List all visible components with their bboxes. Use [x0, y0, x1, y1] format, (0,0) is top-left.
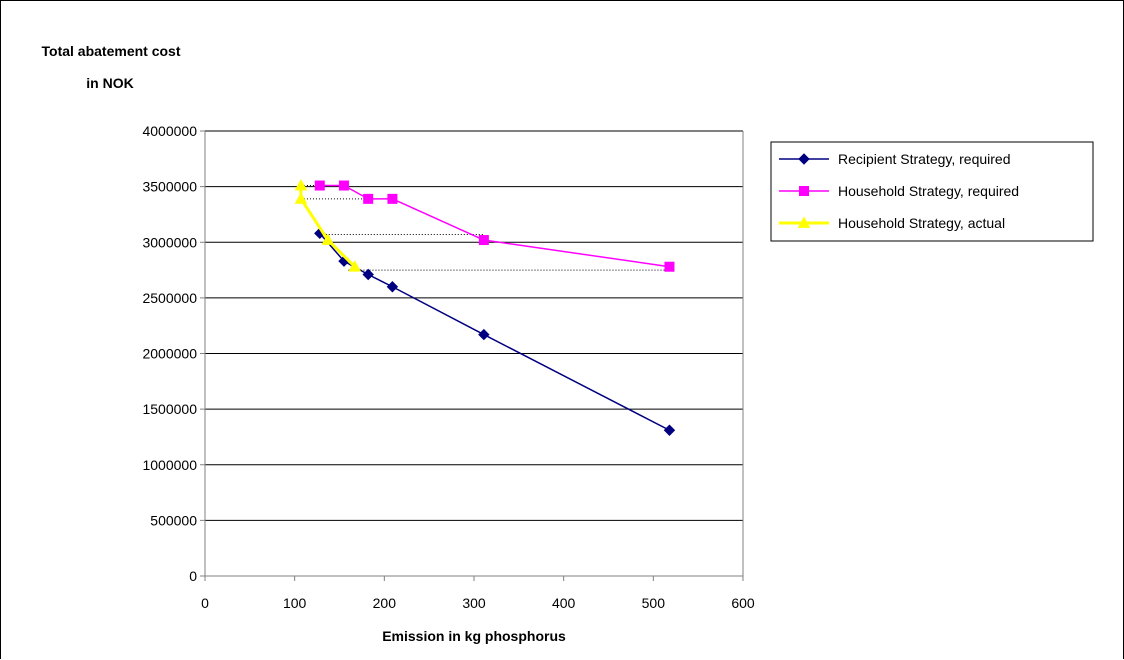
y-tick-label: 0 — [189, 568, 197, 584]
y-tick-label: 1000000 — [142, 457, 197, 473]
data-point — [478, 328, 490, 341]
y-axis-title-line-2: in NOK — [86, 75, 133, 91]
x-axis-title: Emission in kg phosphorus — [382, 628, 566, 644]
legend-item: Household Strategy, required — [779, 183, 1019, 199]
y-tick-label: 2000000 — [142, 346, 197, 362]
x-tick-label: 600 — [731, 595, 755, 611]
y-tick-label: 500000 — [150, 512, 197, 528]
data-point — [338, 180, 349, 191]
x-tick-label: 200 — [373, 595, 397, 611]
connector-lines — [300, 185, 670, 271]
legend: Recipient Strategy, required Household St… — [770, 141, 1094, 242]
x-tick-label: 400 — [552, 595, 576, 611]
x-tick-label: 300 — [462, 595, 486, 611]
y-tick-labels: 0 500000 1000000 1500000 2000000 2500000 30000… — [142, 123, 205, 584]
y-tick-label: 3000000 — [142, 234, 197, 250]
legend-label: Household Strategy, actual — [838, 215, 1005, 231]
data-point — [321, 233, 335, 245]
series-line — [299, 185, 356, 268]
y-tick-label: 1500000 — [142, 401, 197, 417]
gridlines — [205, 130, 743, 521]
series-1 — [314, 227, 676, 436]
x-tick-label: 0 — [201, 595, 209, 611]
y-tick-label: 3500000 — [142, 179, 197, 195]
data-point — [664, 261, 675, 272]
series-line — [319, 232, 670, 431]
x-tick-labels: 0 100 200 300 400 500 600 — [201, 576, 755, 611]
series-layer — [294, 178, 676, 436]
data-point — [386, 281, 399, 293]
legend-item: Household Strategy, actual — [779, 215, 1005, 231]
data-point — [294, 178, 308, 191]
data-point — [478, 235, 489, 246]
data-point — [663, 424, 676, 436]
legend-item: Recipient Strategy, required — [779, 151, 1011, 167]
legend-label: Recipient Strategy, required — [838, 151, 1011, 167]
legend-label: Household Strategy, required — [838, 183, 1019, 199]
legend-marker — [798, 153, 810, 165]
data-point — [387, 193, 398, 204]
data-point — [348, 260, 362, 272]
y-tick-label: 2500000 — [142, 290, 197, 306]
x-tick-label: 100 — [283, 595, 307, 611]
data-point — [362, 268, 374, 281]
legend-marker — [797, 216, 811, 228]
data-point — [294, 192, 308, 204]
series-3 — [294, 178, 362, 272]
y-tick-label: 4000000 — [142, 123, 197, 139]
y-axis-title-line-1: Total abatement cost — [42, 43, 181, 59]
data-point — [363, 193, 374, 204]
series-2 — [314, 180, 675, 272]
x-tick-label: 500 — [642, 595, 666, 611]
data-point — [314, 180, 325, 191]
legend-marker — [799, 186, 809, 196]
